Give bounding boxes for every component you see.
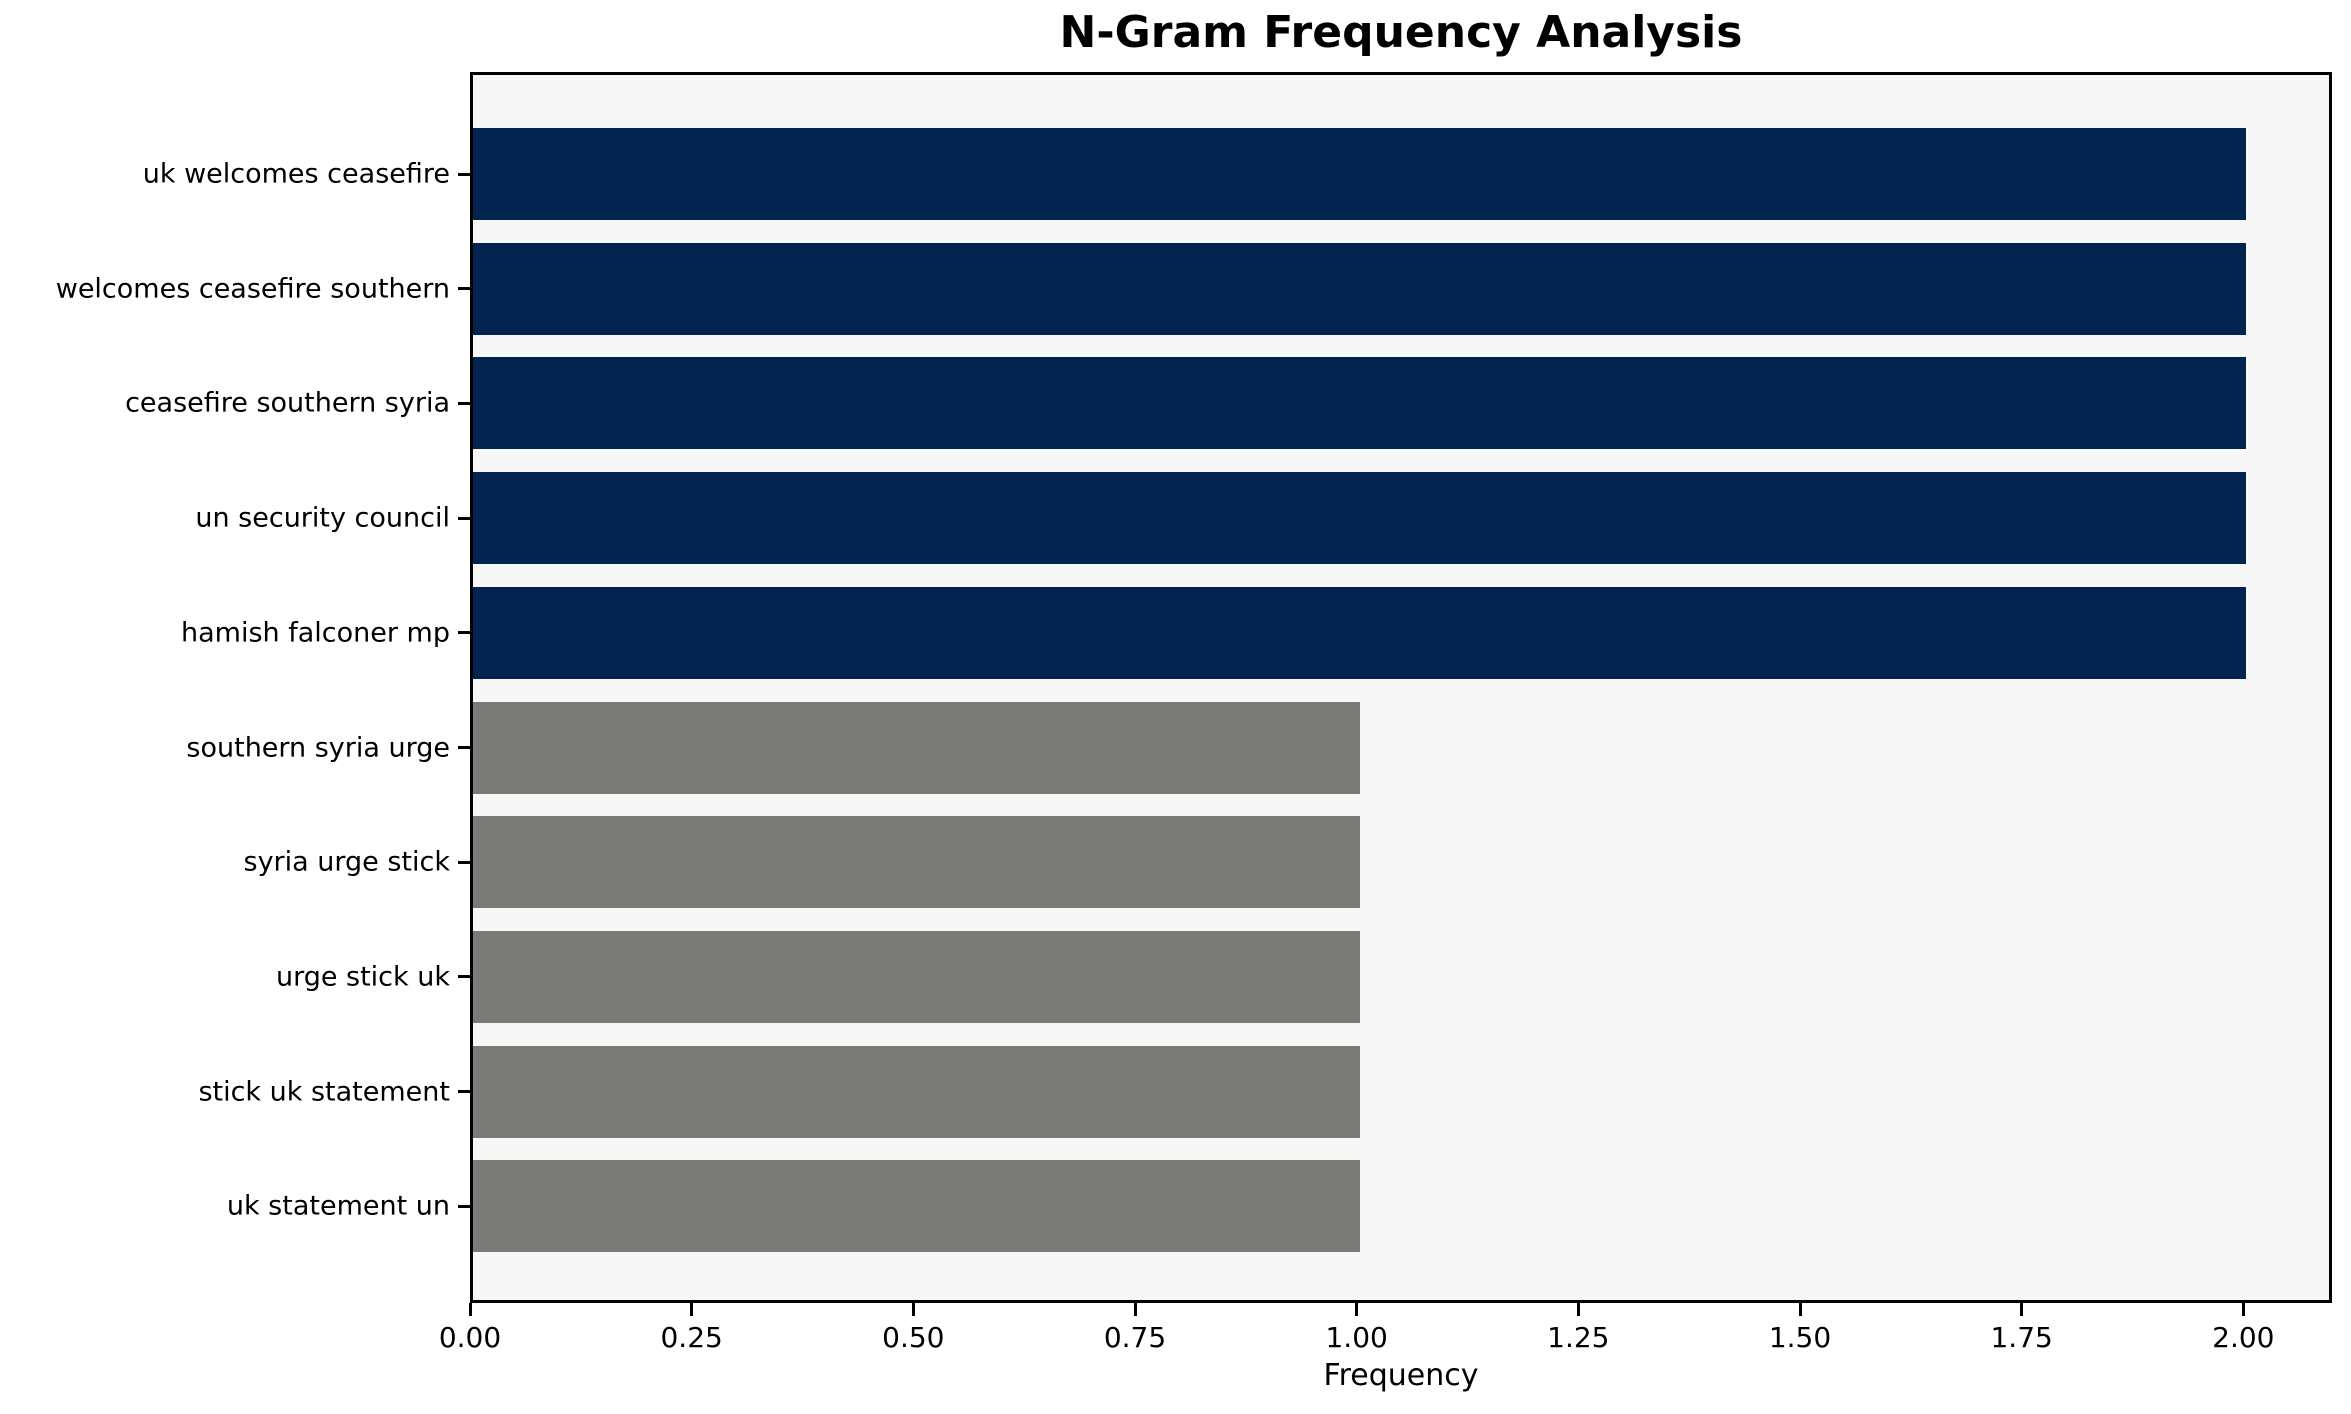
y-tick-mark [458,746,470,749]
x-tick-label: 1.00 [1325,1321,1388,1354]
x-tick-label: 0.00 [438,1321,502,1354]
x-tick-label: 1.25 [1547,1321,1610,1354]
y-tick-label: uk statement un [226,1190,450,1222]
x-tick-label: 1.50 [1768,1321,1832,1354]
x-tick-mark [2020,1303,2024,1316]
y-tick-label: uk welcomes ceasefire [142,158,450,190]
y-tick-label: urge stick uk [275,961,450,993]
y-tick-mark [458,516,470,520]
y-tick-label: welcomes ceasefire southern [55,273,450,305]
bar-uk-statement-un [473,1160,1360,1253]
y-tick-mark [458,975,470,979]
y-tick-mark [458,172,470,176]
x-tick-mark [1798,1303,1802,1316]
x-tick-label: 2.00 [2212,1321,2275,1354]
x-tick-mark [1576,1303,1580,1316]
x-tick-mark [1133,1303,1137,1316]
chart-title: N-Gram Frequency Analysis [1059,7,1743,58]
y-tick-label: syria urge stick [243,846,450,878]
x-tick-mark [1355,1303,1359,1316]
y-tick-label: ceasefire southern syria [125,387,450,419]
x-axis-title: Frequency [1323,1358,1479,1393]
x-tick-label: 0.50 [882,1321,945,1354]
bar-welcomes-ceasefire-southern [473,242,2247,335]
y-tick-mark [458,631,470,635]
bar-syria-urge-stick [473,816,1360,909]
x-tick-label: 0.25 [660,1321,723,1354]
x-tick-mark [690,1303,694,1316]
bar-uk-welcomes-ceasefire [473,128,2247,220]
x-tick-label: 1.75 [1990,1321,2053,1354]
y-tick-mark [458,287,470,291]
bar-un-security-council [473,472,2247,565]
bar-stick-uk-statement [473,1045,1360,1138]
x-tick-mark [468,1303,472,1316]
y-tick-mark [458,1204,470,1208]
bar-hamish-falconer-mp [473,586,2247,679]
y-tick-mark [458,401,470,405]
y-tick-label: stick uk statement [198,1076,450,1108]
x-tick-mark [2241,1303,2245,1316]
bar-ceasefire-southern-syria [473,357,2247,450]
y-tick-mark [458,1090,470,1094]
plot-area [470,72,2332,1303]
bar-urge-stick-uk [473,930,1360,1023]
bar-southern-syria-urge [473,701,1360,794]
x-tick-mark [911,1303,915,1316]
y-tick-label: southern syria urge [186,732,450,763]
y-tick-label: un security council [195,502,450,534]
x-tick-label: 0.75 [1103,1321,1167,1354]
y-tick-mark [458,860,470,864]
y-tick-label: hamish falconer mp [181,617,450,649]
